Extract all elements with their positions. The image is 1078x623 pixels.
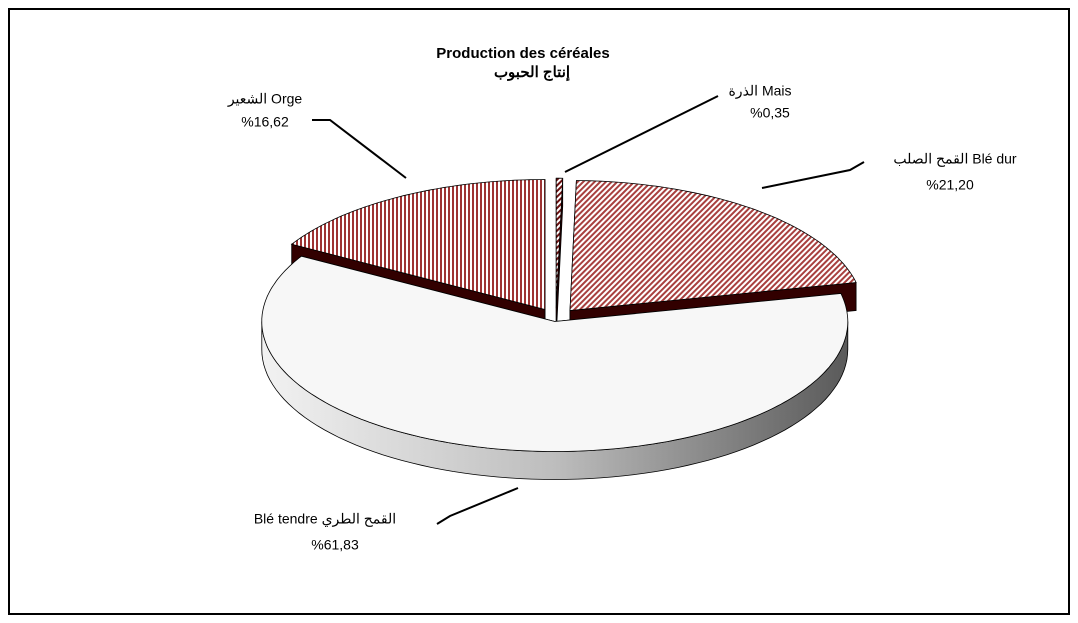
value-label: %61,83 xyxy=(311,537,359,553)
slice xyxy=(261,255,849,452)
chart-subtitle: إنتاج الحبوب xyxy=(494,64,570,81)
slice xyxy=(569,180,857,311)
slice xyxy=(290,179,546,311)
slice-label: القمح الصلب Blé dur xyxy=(893,151,1017,168)
leader-line xyxy=(436,487,519,525)
chart-title: Production des céréales xyxy=(436,45,609,62)
leader-line xyxy=(761,161,865,189)
slice-label: Blé tendre القمح الطري xyxy=(254,511,396,528)
leader-line xyxy=(312,119,407,179)
slice-label: الشعير Orge xyxy=(227,91,303,108)
value-label: %16,62 xyxy=(241,114,289,130)
value-label: %21,20 xyxy=(926,177,974,193)
slice xyxy=(555,177,564,309)
leader-line xyxy=(564,95,719,173)
slice-label: الذرة Mais xyxy=(728,83,791,100)
value-label: %0,35 xyxy=(750,105,790,121)
slice xyxy=(261,255,849,480)
